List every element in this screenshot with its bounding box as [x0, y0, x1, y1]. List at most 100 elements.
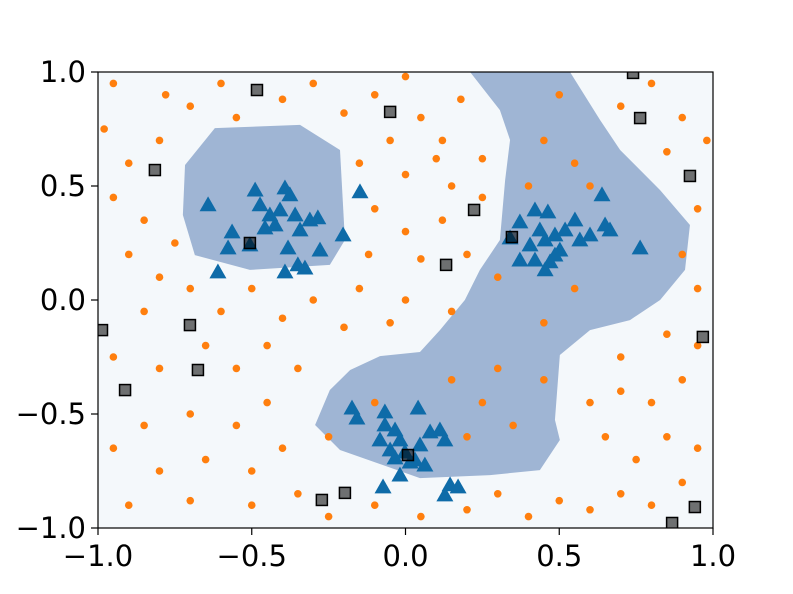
triangle-point	[209, 263, 227, 279]
point	[155, 136, 164, 145]
point	[478, 154, 487, 163]
point	[109, 79, 118, 88]
point	[340, 109, 348, 117]
point	[693, 341, 702, 350]
triangle-point	[581, 226, 599, 242]
x-tick-label: −0.5	[217, 539, 287, 573]
point	[616, 490, 625, 498]
point	[417, 113, 425, 122]
point	[540, 136, 548, 145]
point	[438, 216, 447, 224]
triangle-point	[566, 211, 584, 227]
point	[678, 376, 687, 384]
point	[201, 455, 210, 464]
square-point	[505, 230, 519, 244]
point	[247, 284, 256, 293]
x-tick-label: 1.0	[690, 539, 736, 573]
point	[432, 154, 441, 163]
point	[140, 307, 148, 316]
point	[678, 250, 687, 259]
point	[278, 314, 287, 323]
point	[417, 512, 425, 521]
triangle-point	[571, 231, 589, 247]
triangle-point	[511, 213, 529, 229]
point	[570, 159, 579, 167]
triangle-point	[291, 221, 309, 237]
triangle-point	[286, 206, 304, 222]
point	[417, 255, 425, 263]
square-point	[401, 448, 415, 462]
point	[155, 273, 164, 282]
triangle-point	[266, 216, 284, 232]
point	[555, 91, 564, 99]
square-point	[148, 163, 162, 177]
point	[401, 227, 410, 236]
triangle-point	[521, 236, 539, 252]
point	[124, 250, 133, 259]
triangle-point	[271, 201, 289, 217]
triangle-point	[391, 431, 409, 447]
triangle-point	[511, 251, 529, 267]
triangle-point	[436, 431, 454, 447]
triangle-point	[371, 431, 389, 447]
triangle-point	[556, 221, 574, 237]
point	[294, 364, 302, 373]
point	[463, 433, 471, 441]
point	[524, 512, 533, 521]
point	[447, 307, 456, 316]
triangle-point	[531, 221, 549, 237]
triangle-point	[343, 399, 361, 415]
square-point	[118, 383, 132, 397]
point	[401, 170, 410, 179]
square-point	[467, 203, 481, 217]
point	[570, 284, 579, 293]
point	[370, 91, 379, 99]
triangle-point	[374, 478, 392, 494]
triangle-point	[281, 186, 299, 202]
point	[663, 433, 671, 441]
point	[217, 307, 225, 316]
point	[616, 387, 625, 396]
point	[186, 102, 195, 110]
point	[294, 490, 302, 498]
square-point	[338, 486, 352, 500]
square-point	[696, 330, 710, 344]
point	[693, 444, 702, 453]
point	[647, 398, 656, 407]
point	[309, 296, 318, 304]
triangle-point	[411, 436, 429, 452]
point	[124, 501, 133, 510]
point	[401, 296, 410, 304]
point	[647, 501, 656, 510]
point	[155, 467, 164, 475]
square-point	[250, 83, 264, 97]
point	[100, 125, 108, 133]
point	[161, 91, 170, 99]
square-point	[191, 363, 205, 377]
point	[217, 79, 225, 88]
plot-area	[98, 72, 711, 528]
point	[263, 398, 271, 407]
point	[586, 398, 594, 407]
triangle-point	[406, 451, 424, 467]
triangle-point	[526, 201, 544, 217]
triangle-point	[246, 181, 264, 197]
square-point	[626, 72, 640, 80]
square-point	[315, 493, 329, 507]
point	[540, 319, 548, 327]
point	[140, 216, 148, 224]
point	[601, 433, 610, 441]
point	[247, 467, 256, 475]
point	[355, 284, 364, 293]
point	[278, 95, 287, 104]
triangle-point	[546, 246, 564, 262]
triangle-point	[376, 403, 394, 419]
triangle-point	[386, 449, 404, 465]
x-tick-label: 0.5	[536, 539, 582, 573]
point	[703, 136, 711, 145]
y-tick-label: 0.0	[40, 283, 86, 317]
triangle-point	[386, 421, 404, 437]
point	[663, 148, 671, 156]
square-point	[98, 323, 109, 337]
triangle-point	[391, 466, 409, 482]
